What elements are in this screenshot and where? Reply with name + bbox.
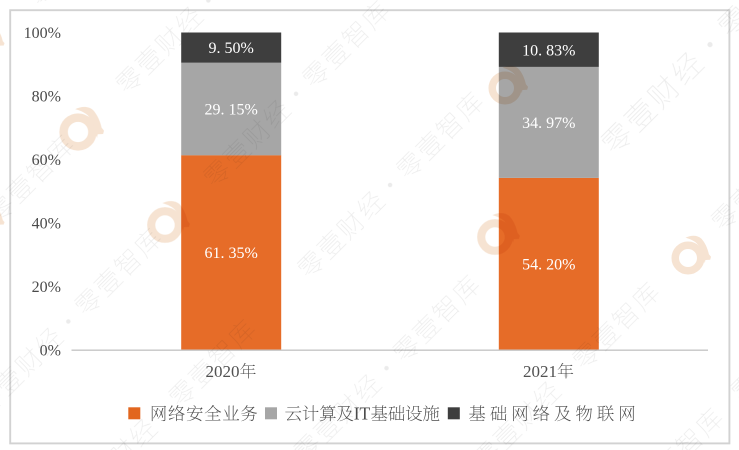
svg-text:20%: 20% — [32, 279, 61, 296]
svg-text:40%: 40% — [32, 216, 61, 233]
svg-text:61. 35%: 61. 35% — [205, 245, 258, 262]
svg-text:29. 15%: 29. 15% — [205, 102, 258, 119]
svg-text:54. 20%: 54. 20% — [522, 257, 575, 274]
svg-text:60%: 60% — [32, 152, 61, 169]
svg-text:100%: 100% — [24, 25, 61, 42]
svg-text:9. 50%: 9. 50% — [209, 40, 254, 57]
svg-text:34. 97%: 34. 97% — [522, 115, 575, 132]
svg-text:10. 83%: 10. 83% — [522, 42, 575, 59]
svg-text:2021: 2021 — [523, 362, 557, 381]
svg-text:80%: 80% — [32, 89, 61, 106]
